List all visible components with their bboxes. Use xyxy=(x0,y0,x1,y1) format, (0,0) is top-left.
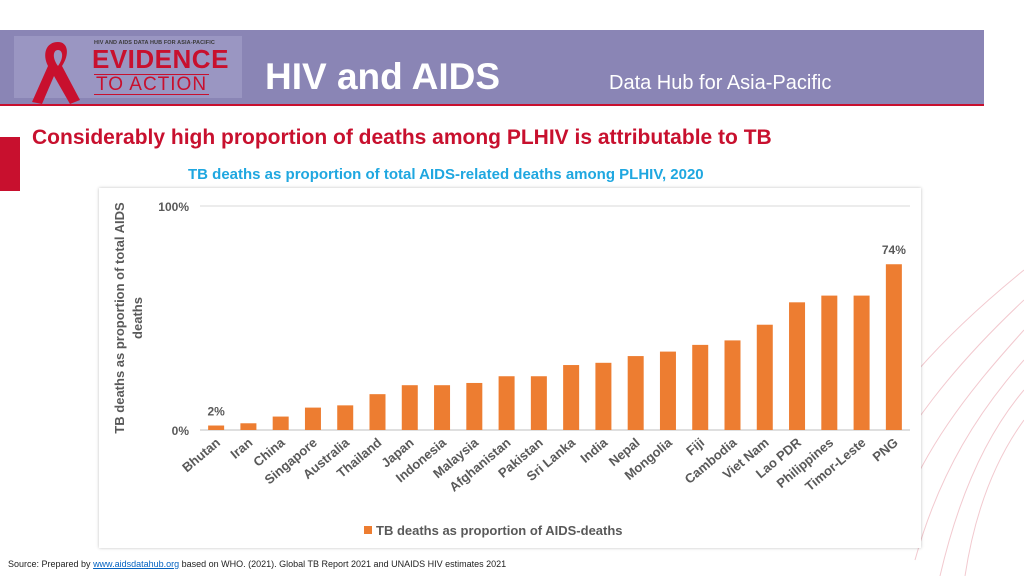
bar-nepal xyxy=(627,356,644,430)
bar-png xyxy=(885,264,902,430)
bar-bhutan xyxy=(208,425,225,430)
y-axis-title-line-1: TB deaths as proportion of total AIDS xyxy=(112,202,127,434)
page-title: Considerably high proportion of deaths a… xyxy=(32,126,772,149)
bar-sri-lanka xyxy=(563,365,580,430)
source-note: Source: Prepared by www.aidsdatahub.org … xyxy=(8,559,506,569)
app-title: HIV and AIDS xyxy=(265,56,501,97)
source-suffix: based on WHO. (2021). Global TB Report 2… xyxy=(179,559,507,569)
logo-to-action-text: TO ACTION xyxy=(94,74,210,95)
legend-label: TB deaths as proportion of AIDS-deaths xyxy=(376,523,623,538)
logo-tagline: HIV AND AIDS DATA HUB FOR ASIA-PACIFIC xyxy=(94,40,215,46)
bar-malaysia xyxy=(466,382,483,430)
bar-indonesia xyxy=(434,385,451,430)
header-divider xyxy=(0,104,984,106)
bar-india xyxy=(595,362,612,430)
bar-philippines xyxy=(821,295,838,430)
source-prefix: Source: Prepared by xyxy=(8,559,94,569)
bar-mongolia xyxy=(659,351,676,430)
x-tick-label: PNG xyxy=(870,435,901,465)
bar-viet-nam xyxy=(756,324,773,430)
bar-lao-pdr xyxy=(789,302,806,430)
data-label: 2% xyxy=(207,405,225,419)
slide-accent-bar xyxy=(0,137,20,191)
y-axis-title-line-2: deaths xyxy=(130,297,145,339)
chart-panel xyxy=(99,188,921,548)
red-ribbon-icon xyxy=(32,42,80,104)
source-link[interactable]: www.aidsdatahub.org xyxy=(93,559,180,569)
x-tick-label: Bhutan xyxy=(179,435,223,475)
y-tick-label-100: 100% xyxy=(158,200,189,214)
x-tick-label: Fiji xyxy=(683,435,707,459)
bar-cambodia xyxy=(724,340,741,430)
data-label: 74% xyxy=(882,243,906,257)
bar-japan xyxy=(401,385,418,430)
bar-afghanistan xyxy=(498,376,515,430)
x-tick-label: India xyxy=(577,434,610,465)
bar-singapore xyxy=(304,407,321,430)
legend-swatch xyxy=(364,526,372,534)
bar-iran xyxy=(240,423,257,430)
chart-title: TB deaths as proportion of total AIDS-re… xyxy=(188,166,704,183)
bar-fiji xyxy=(692,344,709,430)
bar-china xyxy=(272,416,289,430)
logo-evidence-text: EVIDENCE xyxy=(92,44,229,74)
y-tick-label-0: 0% xyxy=(172,424,190,438)
app-subtitle: Data Hub for Asia-Pacific xyxy=(609,72,832,94)
bar-timor-leste xyxy=(853,295,870,430)
bar-thailand xyxy=(369,394,386,430)
bar-pakistan xyxy=(530,376,547,430)
bar-australia xyxy=(337,405,354,430)
